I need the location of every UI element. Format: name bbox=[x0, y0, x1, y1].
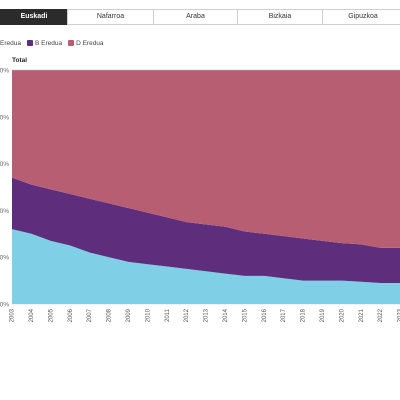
x-tick-label: 2023 bbox=[398, 308, 400, 322]
y-tick-label: 0% bbox=[0, 302, 9, 309]
x-tick-label: 2010 bbox=[145, 308, 151, 322]
x-tick-label: 2009 bbox=[126, 308, 132, 322]
y-tick-label: 80% bbox=[0, 114, 9, 121]
legend-label-a: Eredua bbox=[0, 39, 21, 47]
legend-item-b[interactable]: B Eredua bbox=[26, 39, 63, 47]
legend-swatch-d bbox=[68, 40, 75, 46]
chart-title: Total bbox=[12, 57, 28, 64]
x-tick-label: 2021 bbox=[359, 308, 365, 322]
x-axis-ticks: 2003 2004 2005 2006 2007 2008 2009 2010 2011 2012… bbox=[10, 308, 400, 322]
legend-label-b: B Eredua bbox=[34, 39, 63, 47]
area-series-3 bbox=[12, 70, 400, 248]
x-tick-label: 2013 bbox=[204, 308, 210, 322]
x-tick-label: 2007 bbox=[87, 308, 93, 322]
x-tick-label: 2008 bbox=[107, 308, 113, 322]
x-tick-label: 2022 bbox=[378, 308, 384, 322]
x-tick-label: 2015 bbox=[242, 308, 248, 322]
y-tick-label: 100% bbox=[0, 68, 9, 75]
y-tick-label: 40% bbox=[0, 208, 9, 215]
area-series-1 bbox=[12, 229, 400, 304]
legend-swatch-b bbox=[26, 40, 33, 46]
x-tick-label: 2003 bbox=[10, 308, 16, 322]
x-tick-label: 2004 bbox=[29, 308, 35, 322]
area-layer bbox=[12, 69, 400, 304]
x-tick-label: 2017 bbox=[281, 308, 287, 322]
x-tick-label: 2020 bbox=[339, 308, 345, 322]
x-tick-label: 2018 bbox=[301, 308, 307, 322]
tab-gipuzkoa[interactable]: Gipuzkoa bbox=[322, 9, 400, 25]
area-series-2 bbox=[12, 177, 400, 283]
x-tick-label: 2016 bbox=[262, 308, 268, 322]
tab-bizkaia[interactable]: Bizkaia bbox=[237, 9, 323, 25]
x-tick-label: 2005 bbox=[48, 308, 54, 322]
x-tick-label: 2014 bbox=[223, 308, 229, 322]
y-tick-label: 20% bbox=[0, 255, 9, 262]
y-tick-label: 60% bbox=[0, 161, 9, 168]
x-tick-label: 2006 bbox=[68, 308, 74, 322]
x-tick-label: 2012 bbox=[184, 308, 190, 322]
legend-label-d: D Eredua bbox=[76, 39, 104, 47]
region-tabs: Euskadi Nafarroa Araba Bizkaia Gipuzkoa bbox=[0, 9, 400, 25]
legend-item-a[interactable]: Eredua bbox=[0, 40, 21, 47]
x-tick-label: 2019 bbox=[320, 308, 326, 322]
x-tick-label: 2011 bbox=[165, 308, 171, 322]
chart-legend: Eredua B Eredua D Eredua bbox=[0, 38, 110, 48]
y-axis-ticks: 0% 20% 40% 60% 80% 100% bbox=[0, 68, 9, 309]
legend-item-d[interactable]: D Eredua bbox=[68, 39, 104, 47]
